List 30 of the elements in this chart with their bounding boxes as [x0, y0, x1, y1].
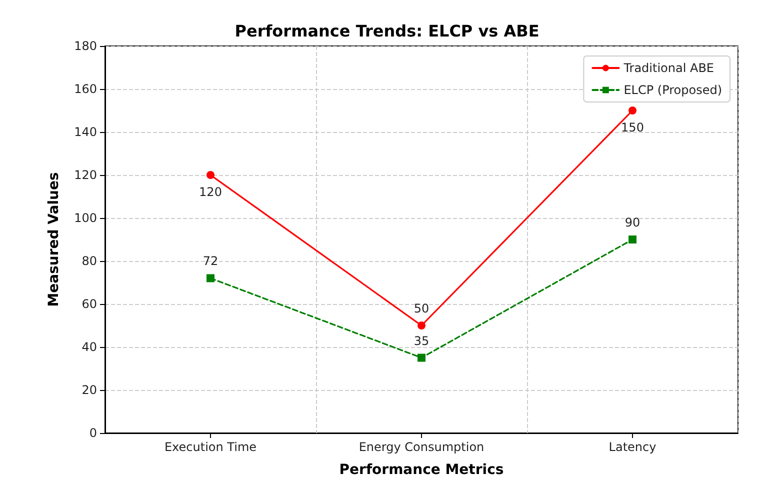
y-tick-label: 20 [82, 383, 97, 397]
y-tick-label: 180 [74, 39, 97, 53]
y-tick-label: 80 [82, 254, 97, 268]
data-label: 120 [199, 185, 222, 199]
x-tick-label: Latency [608, 440, 656, 454]
chart-title: Performance Trends: ELCP vs ABE [234, 22, 540, 40]
point [206, 274, 214, 282]
y-axis-title: Measured Values [46, 172, 62, 307]
data-label: 90 [624, 216, 640, 230]
point [418, 354, 426, 362]
x-axis-title: Performance Metrics [339, 462, 504, 478]
x-tick-label: Energy Consumption [358, 440, 484, 454]
y-tick-label: 140 [74, 125, 97, 139]
point [628, 106, 636, 114]
y-tick-label: 60 [82, 297, 97, 311]
y-tick-label: 40 [82, 340, 97, 354]
data-label: 72 [202, 254, 218, 268]
data-label: 35 [414, 334, 430, 348]
y-tick-label: 160 [74, 82, 97, 96]
y-tick-label: 120 [74, 168, 97, 182]
y-tick-label: 100 [74, 211, 97, 225]
legend-label: Traditional ABE [622, 61, 714, 75]
data-label: 150 [621, 120, 644, 134]
data-label: 50 [414, 302, 430, 316]
y-tick-label: 0 [89, 426, 97, 440]
legend-label: ELCP (Proposed) [624, 83, 722, 97]
x-tick-label: Execution Time [164, 440, 257, 454]
point [418, 322, 426, 330]
point [628, 236, 636, 244]
point [206, 171, 214, 179]
